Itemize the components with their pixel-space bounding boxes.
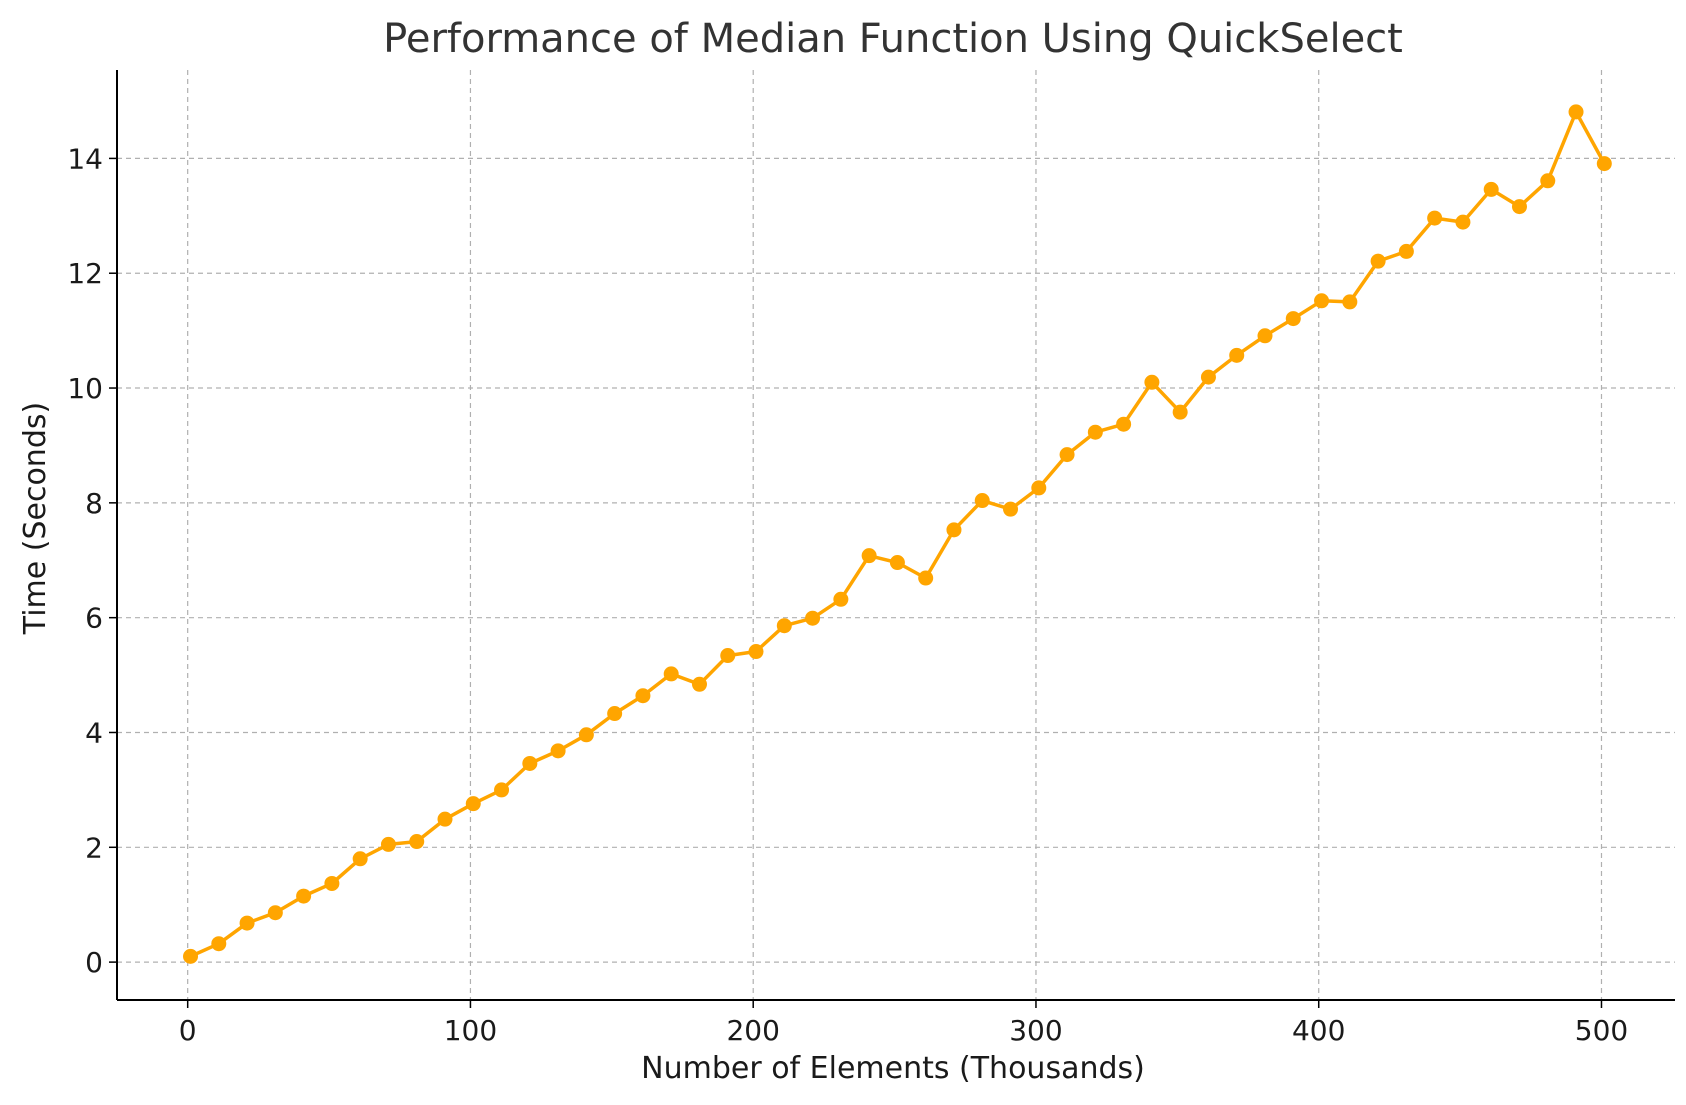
data-point [1172, 404, 1188, 420]
series [183, 104, 1612, 964]
data-point [1596, 156, 1612, 172]
x-axis-label: Number of Elements (Thousands) [641, 1051, 1145, 1086]
data-point [522, 755, 538, 771]
data-point [1144, 374, 1160, 390]
y-tick-label: 4 [85, 716, 103, 749]
data-point [1257, 328, 1273, 344]
data-point [1285, 311, 1301, 327]
data-point [1116, 416, 1132, 432]
data-point [211, 936, 227, 952]
data-point [833, 591, 849, 607]
data-point [691, 676, 707, 692]
x-tick-label: 0 [179, 1014, 197, 1047]
data-point [720, 648, 736, 664]
y-tick-label: 14 [67, 142, 103, 175]
y-tick-label: 2 [85, 831, 103, 864]
data-point [1342, 294, 1358, 310]
data-point [1427, 210, 1443, 226]
x-tick-label: 500 [1575, 1014, 1628, 1047]
data-point [1370, 253, 1386, 269]
data-point [409, 834, 425, 850]
data-point [1511, 199, 1527, 215]
axes [116, 70, 1675, 1001]
data-point [1200, 369, 1216, 385]
ticks: 0 100 200 300 400 500 0 2 4 6 8 10 12 14 [67, 142, 1628, 1047]
data-point [1087, 424, 1103, 440]
data-point [267, 905, 283, 921]
y-tick-label: 0 [85, 946, 103, 979]
data-point [861, 548, 877, 564]
data-point [324, 875, 340, 891]
data-point [918, 570, 934, 586]
x-tick-label: 200 [726, 1014, 779, 1047]
y-tick-label: 6 [85, 602, 103, 635]
data-point [1483, 181, 1499, 197]
y-tick-label: 10 [67, 372, 103, 405]
x-tick-label: 300 [1009, 1014, 1062, 1047]
data-point [296, 888, 312, 904]
data-point [663, 666, 679, 682]
data-point [239, 915, 255, 931]
data-point [550, 743, 566, 759]
data-point [946, 522, 962, 538]
data-point [1455, 214, 1471, 230]
data-point [1229, 347, 1245, 363]
data-point [1031, 480, 1047, 496]
data-point [1314, 293, 1330, 309]
data-point [748, 644, 764, 660]
chart-title: Performance of Median Function Using Qui… [383, 16, 1403, 62]
series-line [188, 110, 1607, 959]
data-point [805, 610, 821, 626]
data-point [974, 493, 990, 509]
y-tick-label: 8 [85, 487, 103, 520]
data-point [352, 851, 368, 867]
data-point [1059, 447, 1075, 463]
data-point [465, 796, 481, 812]
data-point [183, 948, 199, 964]
grid [117, 70, 1675, 1000]
data-point [437, 811, 453, 827]
data-point [1540, 173, 1556, 189]
x-tick-label: 100 [444, 1014, 497, 1047]
data-point [889, 555, 905, 571]
data-point [1003, 501, 1019, 517]
y-tick-label: 12 [67, 257, 103, 290]
data-point [1568, 104, 1584, 120]
data-point [607, 706, 623, 722]
y-axis-label: Time (Seconds) [18, 402, 53, 635]
data-point [1398, 243, 1414, 259]
data-point [494, 782, 510, 798]
data-point [776, 618, 792, 634]
x-tick-label: 400 [1292, 1014, 1345, 1047]
data-point [578, 727, 594, 743]
data-point [635, 688, 651, 704]
data-point [380, 836, 396, 852]
